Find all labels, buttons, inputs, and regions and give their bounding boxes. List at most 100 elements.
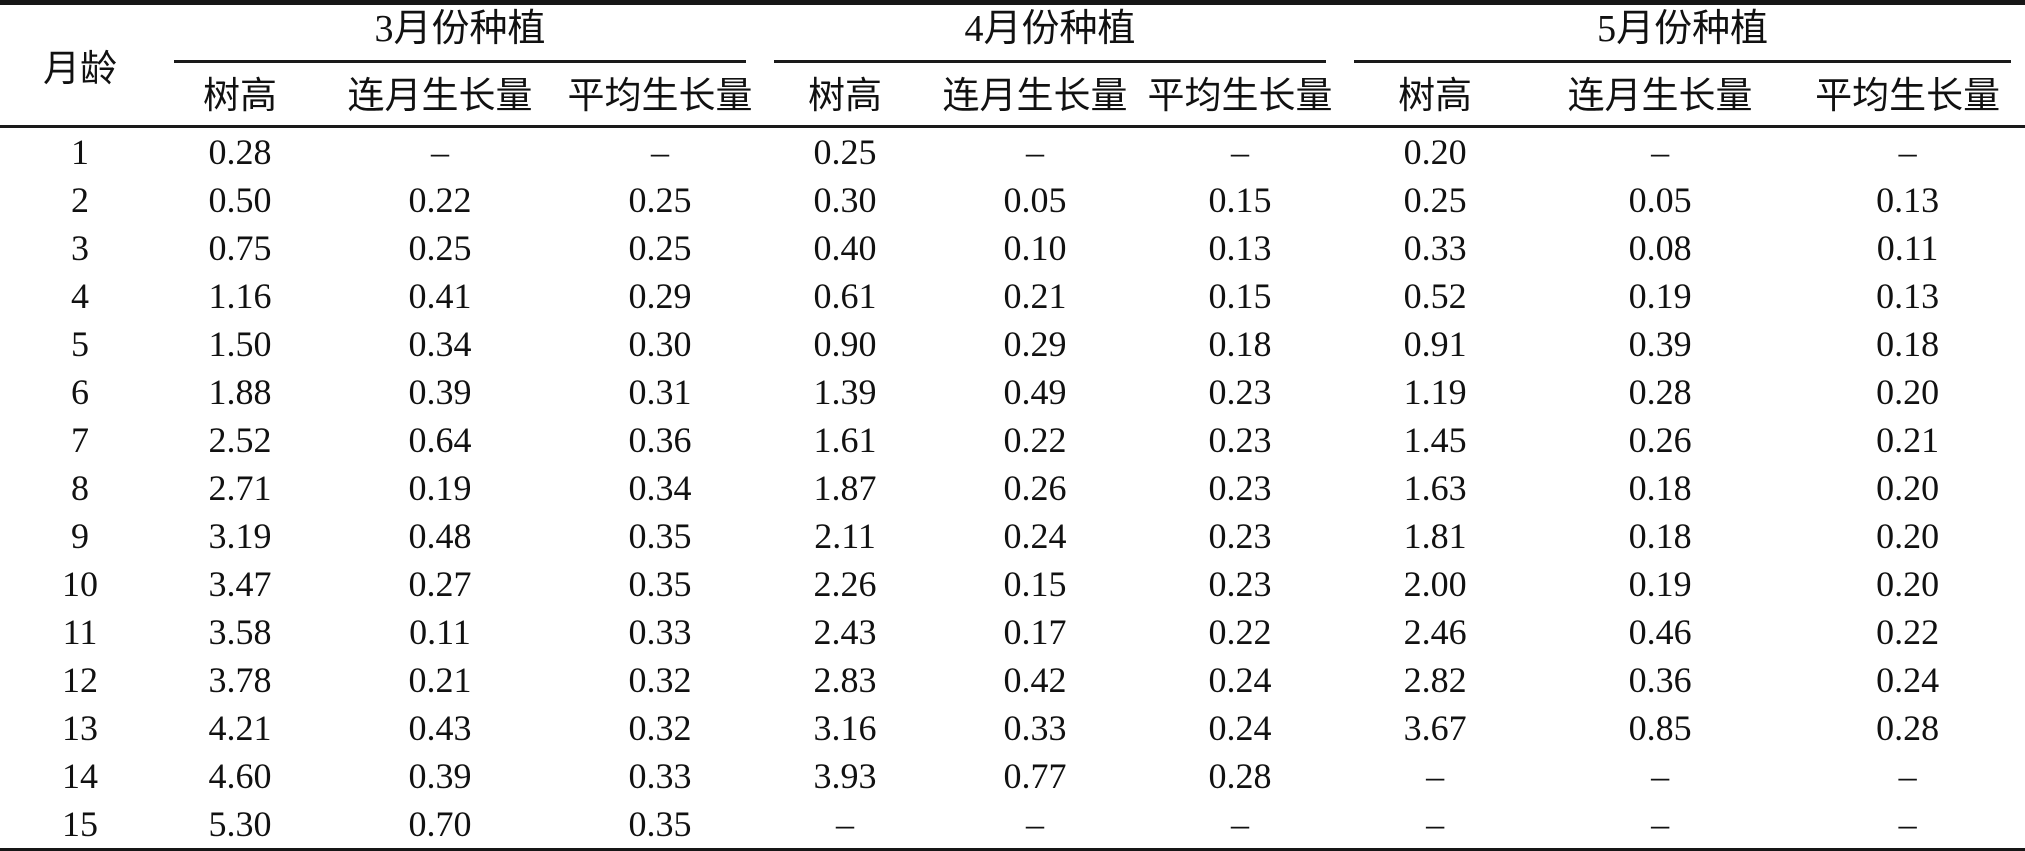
age-cell: 15 <box>62 803 98 844</box>
value-cell: 0.77 <box>1003 755 1067 796</box>
table-body: 1 0.28 – – 0.25 – – 0.20 – – 2 0.50 0.22 0.25 0.30 0.05… <box>0 126 2025 850</box>
group-header-may-label: 5月份种植 <box>1354 7 2012 63</box>
value-cell: 0.13 <box>1876 179 1940 220</box>
value-cell: 0.28 <box>1628 371 1692 412</box>
age-cell: 6 <box>71 371 89 412</box>
value-cell: 0.48 <box>408 515 472 556</box>
value-cell: 1.39 <box>813 371 877 412</box>
value-cell: 0.21 <box>408 659 472 700</box>
column-header-month-age: 月龄 <box>0 2 160 128</box>
value-cell: 1.63 <box>1403 467 1467 508</box>
value-cell: 0.31 <box>628 371 692 412</box>
value-cell: 5.30 <box>208 803 272 844</box>
table-row: 15 5.30 0.70 0.35 – – – – – – <box>0 800 2025 851</box>
value-cell: 0.15 <box>1208 179 1272 220</box>
column-header-may-average-growth: 平均生长量 <box>1790 64 2025 128</box>
value-cell: 0.35 <box>628 515 692 556</box>
value-cell: 0.19 <box>1628 275 1692 316</box>
value-cell: 0.23 <box>1208 371 1272 412</box>
value-cell: 0.20 <box>1876 515 1940 556</box>
group-header-march: 3月份种植 <box>160 3 760 65</box>
table-row: 12 3.78 0.21 0.32 2.83 0.42 0.24 2.82 0.36 0.24 <box>0 656 2025 704</box>
column-header-may-height: 树高 <box>1340 64 1531 128</box>
value-cell: 1.88 <box>208 371 272 412</box>
value-cell: 1.81 <box>1403 515 1467 556</box>
value-cell: 0.22 <box>408 179 472 220</box>
value-cell: 0.10 <box>1003 227 1067 268</box>
value-cell: 3.78 <box>208 659 272 700</box>
group-header-row: 月龄 3月份种植 4月份种植 5月份种植 <box>0 2 2025 128</box>
value-cell: 0.33 <box>628 611 692 652</box>
value-cell: 0.40 <box>813 227 877 268</box>
value-cell: 0.11 <box>1876 227 1939 268</box>
value-cell: 0.13 <box>1876 275 1940 316</box>
age-cell: 14 <box>62 755 98 796</box>
value-cell: 0.25 <box>408 227 472 268</box>
value-cell: 1.45 <box>1403 419 1467 460</box>
column-header-april-height: 树高 <box>760 64 931 128</box>
value-cell: 0.25 <box>1403 179 1467 220</box>
table-row: 1 0.28 – – 0.25 – – 0.20 – – <box>0 126 2025 176</box>
value-cell: – <box>1898 131 1917 172</box>
value-cell: – <box>1651 755 1670 796</box>
value-cell: 3.16 <box>813 707 877 748</box>
group-header-april-label: 4月份种植 <box>774 7 1327 63</box>
value-cell: 0.22 <box>1876 611 1940 652</box>
value-cell: 2.82 <box>1403 659 1467 700</box>
value-cell: 4.60 <box>208 755 272 796</box>
value-cell: 0.30 <box>813 179 877 220</box>
value-cell: 0.18 <box>1628 515 1692 556</box>
value-cell: 2.43 <box>813 611 877 652</box>
value-cell: 0.41 <box>408 275 472 316</box>
value-cell: – <box>1426 803 1445 844</box>
value-cell: 0.25 <box>628 179 692 220</box>
table-row: 9 3.19 0.48 0.35 2.11 0.24 0.23 1.81 0.18 0.20 <box>0 512 2025 560</box>
value-cell: 0.42 <box>1003 659 1067 700</box>
value-cell: 0.18 <box>1628 467 1692 508</box>
value-cell: – <box>1898 755 1917 796</box>
column-header-april-average-growth: 平均生长量 <box>1140 64 1341 128</box>
value-cell: 0.26 <box>1003 467 1067 508</box>
value-cell: 0.15 <box>1003 563 1067 604</box>
value-cell: – <box>431 131 449 172</box>
age-cell: 7 <box>71 419 89 460</box>
value-cell: 0.29 <box>628 275 692 316</box>
value-cell: 0.32 <box>628 659 692 700</box>
value-cell: – <box>651 131 670 172</box>
value-cell: 0.24 <box>1208 707 1272 748</box>
column-header-may-monthly-growth: 连月生长量 <box>1530 64 1791 128</box>
value-cell: – <box>1898 803 1917 844</box>
value-cell: 0.34 <box>628 467 692 508</box>
value-cell: 0.33 <box>1003 707 1067 748</box>
table-row: 8 2.71 0.19 0.34 1.87 0.26 0.23 1.63 0.18 0.20 <box>0 464 2025 512</box>
value-cell: 3.93 <box>813 755 877 796</box>
value-cell: 0.22 <box>1208 611 1272 652</box>
value-cell: 3.58 <box>208 611 272 652</box>
table-row: 4 1.16 0.41 0.29 0.61 0.21 0.15 0.52 0.19 0.13 <box>0 272 2025 320</box>
value-cell: 0.11 <box>409 611 471 652</box>
value-cell: 1.87 <box>813 467 877 508</box>
value-cell: 0.36 <box>628 419 692 460</box>
value-cell: 0.27 <box>408 563 472 604</box>
value-cell: 2.00 <box>1403 563 1467 604</box>
value-cell: 2.26 <box>813 563 877 604</box>
table-row: 14 4.60 0.39 0.33 3.93 0.77 0.28 – – – <box>0 752 2025 800</box>
value-cell: 0.19 <box>1628 563 1692 604</box>
value-cell: 0.15 <box>1208 275 1272 316</box>
table-row: 6 1.88 0.39 0.31 1.39 0.49 0.23 1.19 0.28 0.20 <box>0 368 2025 416</box>
value-cell: 2.83 <box>813 659 877 700</box>
age-cell: 10 <box>62 563 98 604</box>
group-header-march-label: 3月份种植 <box>174 7 747 63</box>
value-cell: 0.20 <box>1876 563 1940 604</box>
value-cell: 0.75 <box>208 227 272 268</box>
table-row: 2 0.50 0.22 0.25 0.30 0.05 0.15 0.25 0.05 0.13 <box>0 176 2025 224</box>
value-cell: 0.21 <box>1003 275 1067 316</box>
age-cell: 2 <box>71 179 89 220</box>
group-header-april: 4月份种植 <box>760 3 1340 65</box>
value-cell: 0.32 <box>628 707 692 748</box>
value-cell: – <box>1231 803 1250 844</box>
table-row: 7 2.52 0.64 0.36 1.61 0.22 0.23 1.45 0.26 0.21 <box>0 416 2025 464</box>
column-header-march-monthly-growth: 连月生长量 <box>320 64 560 128</box>
value-cell: 0.24 <box>1003 515 1067 556</box>
table-row: 13 4.21 0.43 0.32 3.16 0.33 0.24 3.67 0.85 0.28 <box>0 704 2025 752</box>
